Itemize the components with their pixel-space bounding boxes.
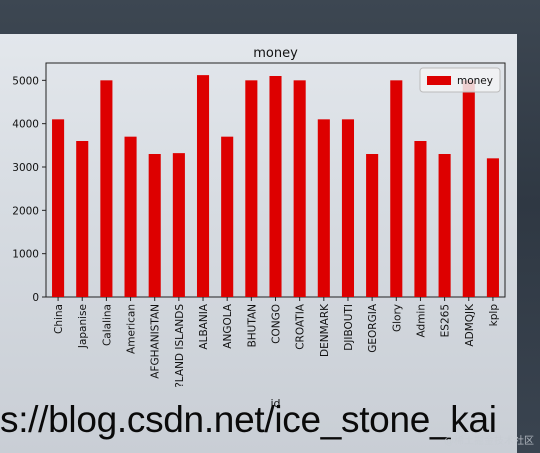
x-tick-label: DJIBOUTI [343, 304, 355, 351]
legend-box [419, 67, 501, 93]
x-tick-label: Japanise [77, 304, 89, 349]
legend-swatch [427, 76, 451, 85]
x-axis-label: id [270, 397, 280, 410]
bar-calalina [100, 80, 113, 297]
bar-albania [196, 75, 210, 297]
chart-title: money [253, 46, 298, 61]
bar-croatia [293, 80, 306, 297]
x-tick-label: kplp [488, 304, 500, 327]
x-tick-label: Glory [391, 304, 403, 332]
y-tick-label: 2000 [12, 205, 39, 217]
bar-bhutan [245, 80, 258, 297]
bar-japanise [76, 141, 89, 297]
bar-american [124, 136, 137, 297]
x-tick-label: Admin [415, 304, 427, 337]
bar-congo [269, 76, 282, 297]
bar-denmark [317, 119, 330, 297]
x-tick-label: American [126, 304, 138, 354]
y-tick-label: 4000 [12, 119, 39, 131]
x-tick-label: ALBANIA [198, 303, 210, 349]
y-tick-label: 0 [32, 292, 39, 304]
bar-djibouti [341, 119, 355, 297]
bar-afghanistan [148, 154, 161, 297]
x-tick-label: CROATIA [295, 303, 307, 350]
x-tick-label: ?LAND ISLANDS [174, 304, 186, 388]
bar-china [52, 119, 65, 297]
bar--land-islands [172, 153, 185, 297]
x-tick-label: CONGO [271, 304, 283, 344]
y-tick-label: 1000 [12, 249, 39, 261]
y-tick-label: 3000 [12, 162, 39, 174]
x-tick-label: ANGOLA [222, 303, 234, 349]
bar-admqjk [462, 80, 475, 297]
bar-angola [221, 136, 234, 297]
x-tick-label: Calalina [101, 304, 113, 346]
x-tick-label: ADMQJK [464, 303, 476, 347]
bar-admin [414, 141, 427, 297]
x-tick-label: GEORGIA [367, 303, 379, 353]
x-tick-label: China [53, 304, 65, 334]
bar-glory [390, 80, 403, 297]
bar-es265 [438, 154, 451, 297]
x-tick-label: DENMARK [319, 303, 331, 357]
chart-panel: money 0 1000 2000 3000 4000 5000 China Japanise C… [0, 34, 517, 453]
bar-chart: money 0 1000 2000 3000 4000 5000 China Japanise C… [12, 46, 506, 410]
bar-kplp [486, 158, 499, 297]
x-tick-label: ES265 [440, 304, 452, 337]
bar-georgia [366, 154, 379, 297]
x-tick-label: AFGHANISTAN [150, 304, 162, 379]
legend-label: money [457, 75, 493, 87]
watermark-community: @稀土掘金技术社区 [444, 436, 534, 447]
watermark-url: s://blog.csdn.net/ice_stone_kai [0, 399, 497, 440]
x-tick-label: BHUTAN [246, 304, 258, 347]
y-tick-label: 5000 [12, 75, 39, 87]
